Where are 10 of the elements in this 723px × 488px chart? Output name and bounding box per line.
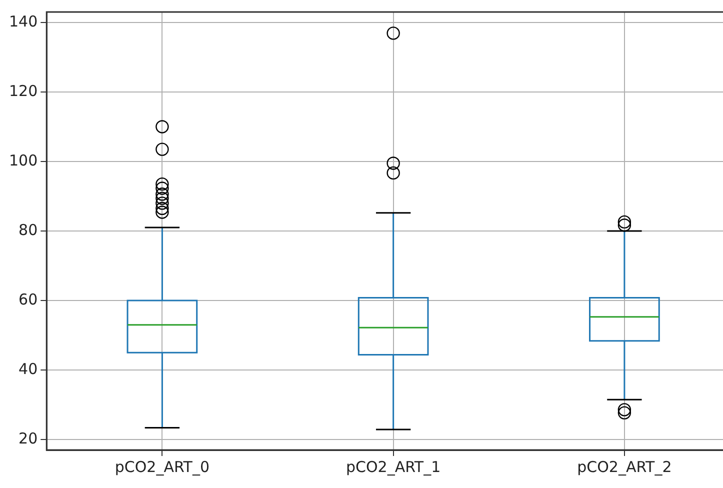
x-tick-label: pCO2_ART_2: [577, 458, 672, 476]
y-tick-label: 80: [18, 220, 38, 239]
y-tick-label: 140: [8, 12, 38, 30]
y-tick-label: 20: [18, 429, 38, 448]
y-tick-label: 60: [18, 290, 38, 308]
x-tick-label: pCO2_ART_0: [114, 458, 210, 476]
x-tick-label: pCO2_ART_1: [346, 458, 441, 476]
y-tick-label: 40: [18, 360, 38, 378]
y-tick-label: 120: [8, 82, 38, 100]
y-tick-label: 100: [8, 151, 38, 170]
